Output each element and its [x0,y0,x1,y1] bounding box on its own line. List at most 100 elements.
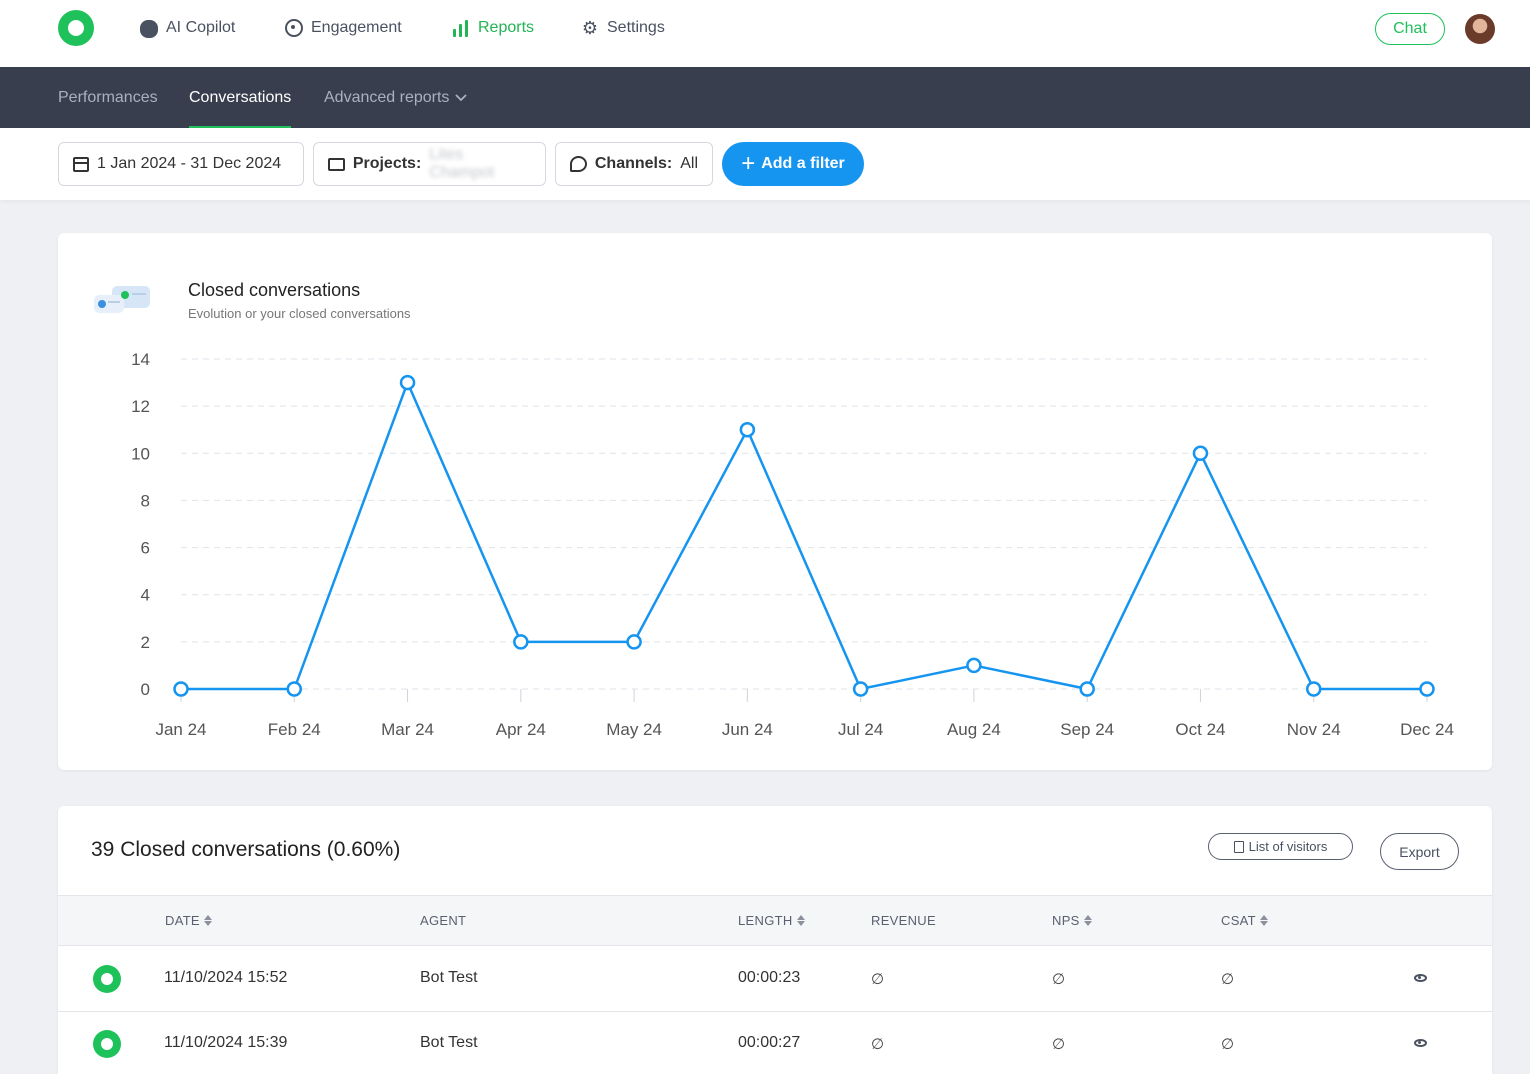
row-csat: ∅ [1221,1036,1235,1053]
y-tick-label: 0 [141,680,150,699]
sort-icon [796,915,805,926]
app-logo-icon[interactable] [58,10,94,46]
tab-conversations[interactable]: Conversations [189,67,292,128]
column-csat[interactable]: CSAT [1221,913,1268,928]
x-tick-label: Dec 24 [1400,720,1454,739]
column-date-label: DATE [165,913,200,928]
row-agent: Bot Test [420,1034,478,1051]
column-length[interactable]: LENGTH [738,913,805,928]
projects-value: Lites Champot [429,146,495,181]
data-point [1305,681,1322,697]
column-length-label: LENGTH [738,913,793,928]
x-tick-label: Jun 24 [722,720,773,739]
row-nps: ∅ [1052,1036,1066,1053]
cloud-icon [140,20,158,38]
chart-title: Closed conversations [188,280,361,300]
x-tick-label: Nov 24 [1287,720,1341,739]
channels-value: All [680,155,698,172]
data-point [286,681,303,697]
bar-chart-icon [452,19,470,37]
y-tick-label: 6 [141,539,150,558]
x-tick-label: Mar 24 [381,720,434,739]
x-tick-label: Aug 24 [947,720,1001,739]
chart-subtitle: Evolution or your closed conversations [188,306,411,321]
y-tick-label: 4 [141,586,150,605]
conversation-status-icon [93,965,121,993]
nav-ai-copilot[interactable]: AI Copilot [140,17,235,39]
add-filter-button[interactable]: + Add a filter [722,142,864,186]
sort-icon [1259,915,1268,926]
tab-advanced-reports[interactable]: Advanced reports [324,67,468,128]
conversation-status-icon [93,1030,121,1058]
column-nps[interactable]: NPS [1052,913,1092,928]
row-date: 11/10/2024 15:52 [164,969,288,986]
data-point [399,374,416,391]
x-tick-label: Feb 24 [268,720,321,739]
calendar-icon [73,156,89,172]
table-header: DATE AGENT LENGTH REVENUE NPS CSAT [58,895,1492,946]
filter-bar: 1 Jan 2024 - 31 Dec 2024 Projects: Lites… [0,128,1530,200]
y-tick-label: 12 [131,397,150,416]
table-row[interactable]: 11/10/2024 15:39 Bot Test 00:00:27 ∅ ∅ ∅ [58,1012,1492,1074]
tab-performances-label: Performances [58,88,158,106]
x-tick-label: Apr 24 [496,720,546,739]
reports-subnav: Performances Conversations Advanced repo… [0,67,1530,128]
channels-label: Channels: [594,155,673,172]
row-length: 00:00:27 [738,1034,801,1051]
nav-settings[interactable]: ⚙ Settings [581,17,665,39]
conversations-illustration-icon [94,286,150,313]
y-tick-label: 14 [131,350,150,369]
gear-icon: ⚙ [581,18,599,38]
view-eye-icon[interactable] [1414,974,1427,982]
column-date[interactable]: DATE [165,913,212,928]
nav-engagement-label: Engagement [311,19,402,36]
data-point [739,421,756,438]
add-filter-label: Add a filter [761,155,845,172]
row-revenue: ∅ [871,1036,885,1053]
date-range-filter[interactable]: 1 Jan 2024 - 31 Dec 2024 [58,142,304,186]
data-point [1419,681,1435,697]
view-eye-icon[interactable] [1414,1039,1427,1047]
column-revenue-label: REVENUE [871,913,936,928]
x-tick-label: Jul 24 [838,720,883,739]
list-icon [1233,840,1244,853]
nav-reports-label: Reports [478,19,535,36]
channels-filter[interactable]: Channels: All [555,142,713,186]
row-date: 11/10/2024 15:39 [164,1034,288,1051]
nav-reports[interactable]: Reports [452,17,534,39]
column-csat-label: CSAT [1221,913,1256,928]
chat-button[interactable]: Chat [1375,13,1445,45]
data-point [852,681,869,697]
nav-settings-label: Settings [607,19,665,36]
top-navbar: AI Copilot Engagement Reports ⚙ Settings… [0,0,1530,67]
projects-filter[interactable]: Projects: Lites Champot [313,142,546,186]
row-revenue: ∅ [871,971,885,988]
table-row[interactable]: 11/10/2024 15:52 Bot Test 00:00:23 ∅ ∅ ∅ [58,947,1492,1012]
column-revenue: REVENUE [871,913,936,928]
list-of-visitors-button[interactable]: List of visitors [1208,833,1353,860]
projects-label: Projects: [352,155,422,172]
y-tick-label: 2 [141,633,150,652]
line-chart: 0 2 4 6 8 10 12 14 Jan 24 Feb 24 Mar 24 Apr 24 May 2… [131,350,1454,739]
plus-icon: + [741,150,756,177]
user-avatar[interactable] [1465,14,1495,44]
x-tick-label: Sep 24 [1060,720,1114,739]
closed-conversations-table-card: 39 Closed conversations (0.60%) List of … [58,806,1492,1074]
row-agent: Bot Test [420,969,478,986]
column-agent-label: AGENT [420,913,467,928]
row-nps: ∅ [1052,971,1066,988]
chat-bubble-icon [570,156,587,172]
tab-performances[interactable]: Performances [58,67,158,128]
list-of-visitors-label: List of visitors [1248,839,1328,854]
x-tick-label: Jan 24 [155,720,206,739]
export-button[interactable]: Export [1380,833,1459,870]
series-line [181,381,1427,691]
nav-engagement[interactable]: Engagement [285,17,402,39]
column-agent: AGENT [420,913,466,928]
sort-icon [203,915,212,926]
sort-icon [1083,915,1092,926]
data-point [1192,445,1209,462]
column-nps-label: NPS [1052,913,1080,928]
folder-icon [328,157,345,171]
chevron-down-icon [455,93,468,101]
